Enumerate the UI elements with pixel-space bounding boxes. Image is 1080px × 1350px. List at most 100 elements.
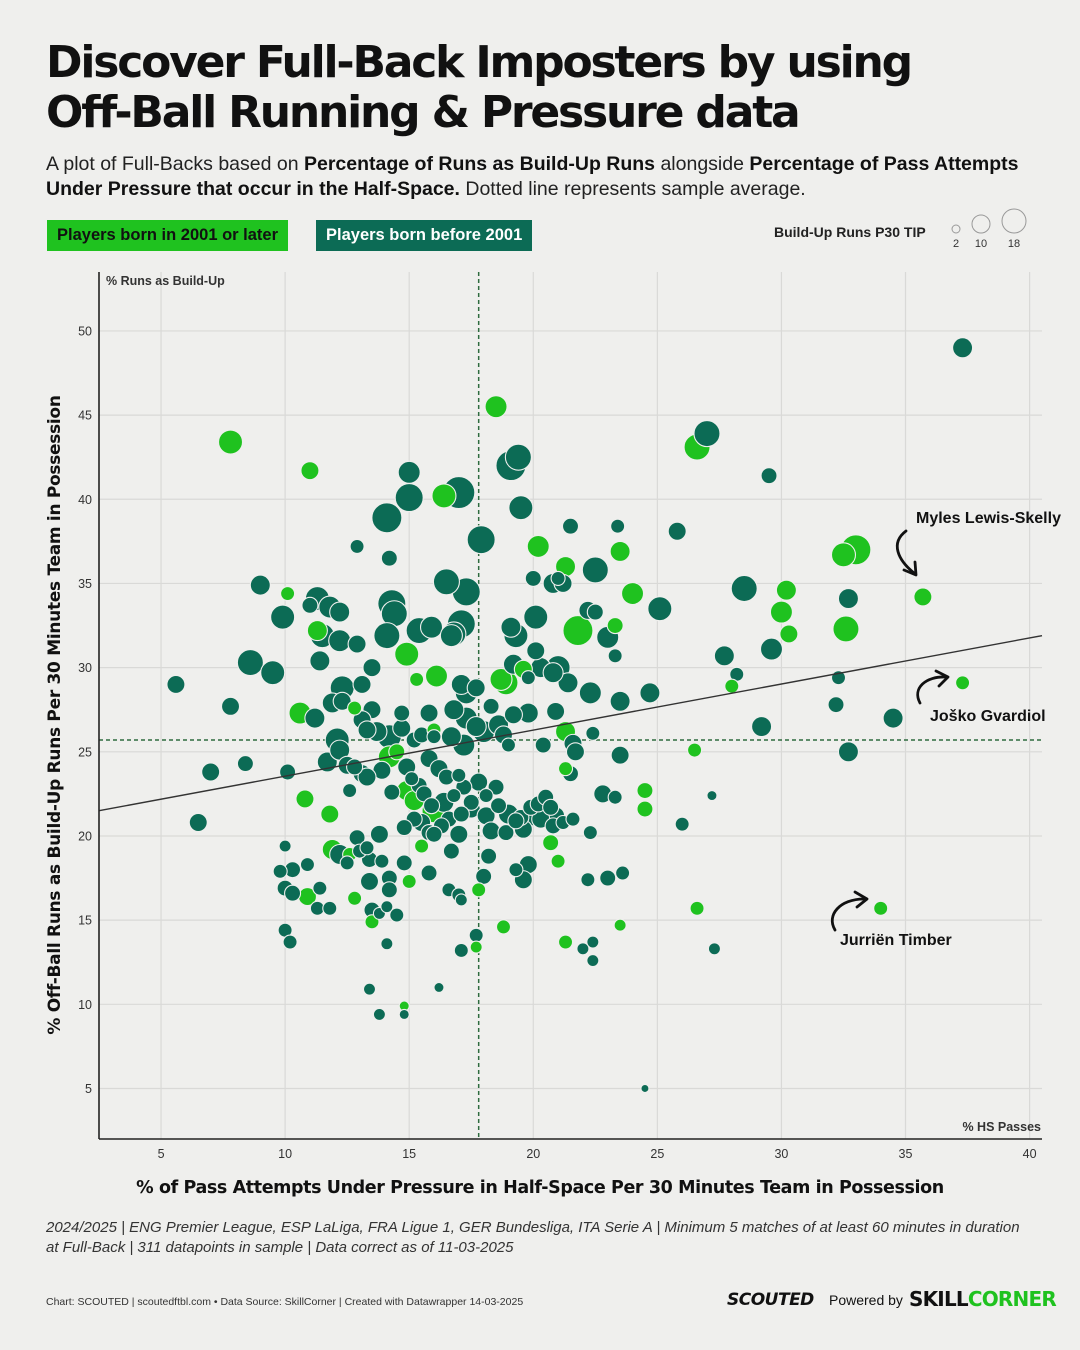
data-point-old: [504, 443, 532, 471]
x-tick-label: 5: [158, 1147, 165, 1161]
data-point-old: [524, 569, 542, 587]
x-tick-label: 30: [774, 1147, 788, 1161]
data-point-young: [557, 934, 574, 950]
data-point-old: [453, 942, 469, 958]
data-point-old: [166, 674, 186, 695]
data-point-young: [557, 761, 574, 777]
data-point-old: [507, 812, 525, 830]
y-axis-label: % Off-Ball Runs as Build-Up Runs Per 30 …: [45, 395, 65, 1035]
data-point-old: [565, 742, 586, 762]
data-point-old: [380, 937, 394, 951]
subtitle-part-1: A plot of Full-Backs based on: [46, 153, 304, 175]
data-point-old: [466, 678, 486, 698]
data-point-old: [607, 789, 623, 805]
data-point-old: [425, 825, 443, 843]
data-point-old: [359, 840, 375, 856]
data-point-old: [713, 645, 735, 667]
data-point-old: [329, 601, 351, 623]
data-point-old: [693, 420, 721, 448]
data-point-old: [357, 767, 377, 787]
trend-line-path: [98, 634, 1043, 812]
data-point-old: [882, 707, 904, 729]
data-point-young: [955, 675, 971, 691]
data-point-old: [585, 725, 601, 741]
data-point-young: [913, 587, 933, 607]
data-point-old: [236, 755, 254, 773]
data-point-old: [615, 865, 631, 881]
y-tick-label: 5: [85, 1082, 92, 1096]
data-point-old: [480, 847, 498, 865]
data-point-young: [830, 542, 857, 568]
data-point-old: [284, 884, 302, 902]
footnote: 2024/2025 | ENG Premier League, ESP LaLi…: [46, 1218, 1046, 1258]
data-point-old: [380, 881, 398, 899]
data-point-old: [674, 816, 690, 832]
data-point-young: [613, 918, 627, 932]
subtitle-bold-1: Percentage of Runs as Build-Up Runs: [303, 153, 656, 175]
data-point-young: [636, 800, 654, 818]
data-point-old: [299, 857, 316, 873]
data-point-old: [420, 864, 438, 882]
data-point-young: [394, 641, 420, 667]
average-lines: [99, 272, 1042, 1139]
subtitle: A plot of Full-Backs based on Percentage…: [46, 152, 1046, 202]
data-point-old: [404, 771, 420, 787]
data-point-old: [442, 842, 460, 860]
data-point-old: [639, 682, 661, 704]
data-point-old: [393, 704, 411, 722]
y-corner-label: % Runs as Build-Up: [106, 274, 225, 288]
x-tick-label: 35: [899, 1147, 913, 1161]
data-point-old: [419, 615, 444, 639]
data-point-young: [300, 461, 320, 481]
scatter-chart: 5 10 15 20 25 30 35 40 5 10 15 20 25 30 35 40 45 50 % Run…: [78, 272, 1061, 1161]
data-point-young: [414, 838, 430, 854]
data-point-old: [581, 556, 609, 584]
data-point-old: [751, 715, 773, 738]
y-tick-label: 40: [78, 493, 92, 507]
data-point-old: [312, 880, 328, 896]
data-point-old: [426, 729, 442, 745]
data-point-old: [419, 703, 439, 723]
data-point-old: [489, 797, 508, 815]
data-point-old: [278, 839, 292, 853]
data-point-old: [433, 981, 445, 994]
legend-young-chip: Players born in 2001 or later: [47, 220, 289, 251]
y-axis-label-wrap: % Off-Ball Runs as Build-Up Runs Per 30 …: [0, 385, 110, 1045]
data-point-old: [465, 715, 487, 738]
size-legend-value-medium: 10: [975, 238, 987, 250]
data-point-old: [578, 681, 602, 705]
y-tick-label: 10: [78, 998, 92, 1012]
x-tick-label: 40: [1023, 1147, 1037, 1161]
data-point-old: [383, 783, 401, 801]
data-point-old: [640, 1083, 650, 1094]
size-legend-circle-medium: [971, 214, 991, 234]
data-point-old: [395, 819, 413, 837]
data-point-young: [687, 742, 703, 758]
data-point-young: [424, 664, 449, 688]
data-point-young: [388, 743, 406, 761]
data-point-old: [362, 658, 382, 678]
data-point-old: [586, 603, 604, 621]
data-point-old: [607, 648, 623, 664]
data-point-old: [272, 863, 288, 879]
annotation-gvardiol: Joško Gvardiol: [930, 708, 1046, 725]
x-tick-label: 25: [650, 1147, 664, 1161]
data-point-old: [707, 942, 721, 956]
data-point-old: [322, 900, 338, 916]
data-point-old: [352, 674, 372, 695]
y-tick-label: 15: [78, 914, 92, 928]
annotations: Myles Lewis-Skelly Joško Gvardiol Jurrië…: [830, 510, 1061, 949]
data-point-old: [328, 629, 352, 653]
annotation-arrowhead-gvardiol: [934, 669, 950, 688]
data-point-old: [349, 538, 365, 554]
skillcorner-logo-skill: SKILL: [909, 1287, 969, 1311]
data-point-old: [523, 604, 549, 630]
footnote-line-1: 2024/2025 | ENG Premier League, ESP LaLi…: [46, 1219, 1020, 1236]
data-point-old: [395, 854, 413, 872]
data-point-old: [580, 872, 596, 888]
data-point-old: [342, 782, 358, 799]
data-point-old: [346, 758, 364, 776]
data-point-old: [582, 825, 598, 841]
data-point-young: [280, 585, 296, 602]
data-point-young: [769, 600, 793, 624]
